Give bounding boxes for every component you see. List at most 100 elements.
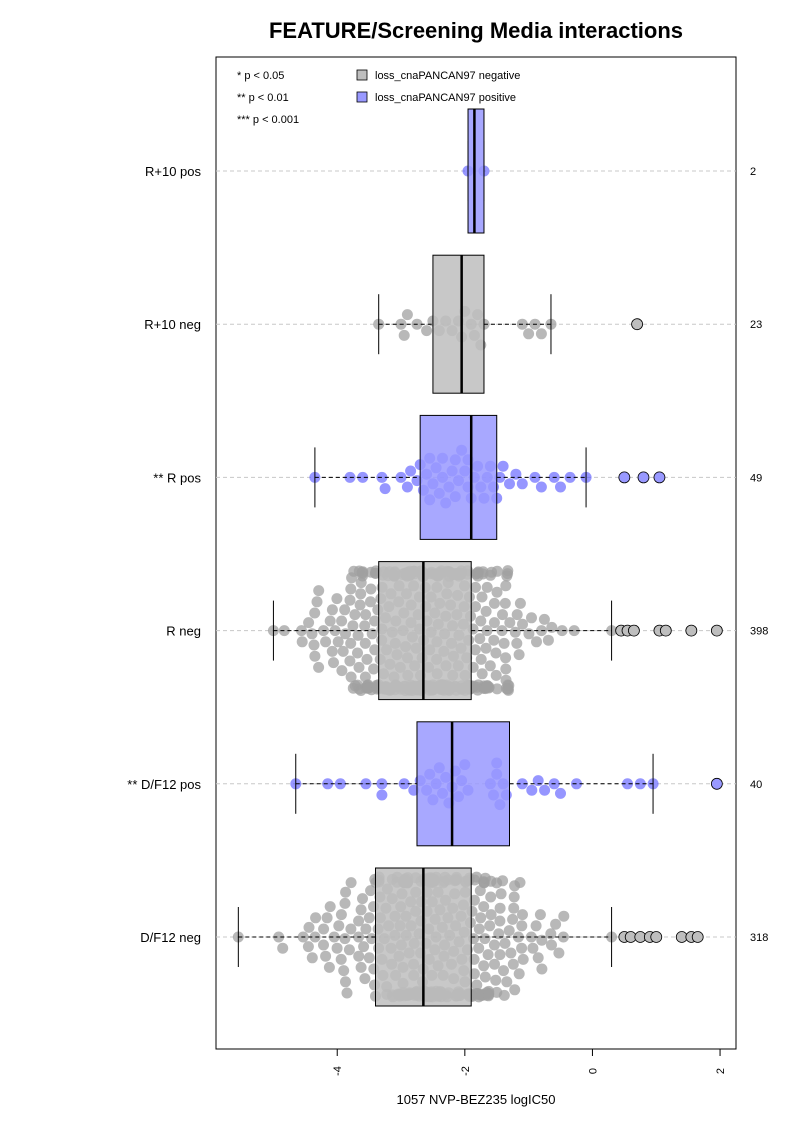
data-point — [525, 931, 537, 943]
data-point — [303, 921, 315, 933]
data-point — [360, 609, 372, 621]
data-point — [352, 647, 363, 659]
data-point — [345, 923, 357, 935]
data-point — [479, 933, 491, 945]
data-point — [379, 483, 391, 495]
data-point — [335, 909, 347, 921]
data-point — [542, 634, 554, 646]
data-point — [622, 778, 633, 790]
data-point — [401, 309, 413, 321]
data-point — [500, 663, 512, 675]
data-point — [503, 925, 515, 937]
data-point — [535, 481, 547, 493]
data-point — [556, 625, 568, 637]
data-point — [309, 931, 321, 943]
data-point — [510, 468, 522, 480]
data-point — [398, 329, 410, 341]
data-point — [340, 628, 351, 640]
data-point — [491, 586, 503, 598]
data-point — [366, 933, 378, 945]
data-point — [507, 913, 519, 925]
data-point — [502, 565, 514, 577]
x-tick-label: 2 — [715, 1068, 727, 1074]
data-point — [504, 617, 516, 629]
data-point — [357, 566, 369, 578]
legend-label-positive: loss_cnaPANCAN97 positive — [375, 92, 516, 104]
legend: loss_cnaPANCAN97 negative loss_cnaPANCAN… — [356, 69, 520, 104]
data-point — [509, 626, 521, 638]
data-point — [318, 939, 329, 951]
data-point — [474, 633, 486, 645]
data-point — [339, 933, 351, 945]
outlier-point — [618, 471, 631, 484]
legend-swatch-positive — [356, 91, 368, 103]
data-point — [336, 615, 348, 627]
data-point — [514, 877, 526, 888]
data-point — [490, 669, 502, 681]
group-label: ** D/F12 pos — [127, 777, 201, 792]
data-point — [523, 628, 535, 640]
data-point — [309, 607, 321, 619]
outlier-point — [691, 931, 704, 943]
data-point — [345, 583, 357, 595]
boxes — [237, 108, 723, 1007]
data-point — [352, 629, 364, 641]
sig-legend-item: *** p < 0.001 — [237, 114, 299, 126]
data-point — [475, 653, 487, 665]
data-point — [550, 918, 562, 930]
data-point — [357, 471, 369, 483]
data-point — [332, 636, 344, 648]
data-point — [553, 947, 565, 959]
legend-swatch-negative — [356, 69, 368, 81]
data-point — [534, 909, 546, 921]
data-point — [481, 581, 493, 593]
data-point — [277, 942, 289, 954]
data-point — [526, 612, 537, 624]
data-point — [517, 953, 529, 965]
data-point — [497, 460, 509, 472]
data-point — [318, 923, 330, 935]
data-point — [480, 642, 492, 654]
data-point — [545, 928, 557, 940]
data-point — [475, 912, 487, 924]
data-point — [329, 625, 341, 637]
data-point — [331, 942, 343, 954]
data-point — [555, 481, 566, 493]
data-point — [513, 968, 525, 980]
data-point — [345, 637, 357, 649]
data-point — [490, 974, 502, 986]
data-point — [511, 609, 523, 621]
data-point — [366, 628, 378, 640]
data-point — [473, 923, 485, 935]
data-point — [340, 886, 352, 898]
outlier-point — [637, 471, 650, 484]
data-point — [344, 655, 356, 667]
data-point — [401, 481, 413, 493]
data-point — [498, 637, 510, 649]
data-point — [507, 958, 519, 970]
data-point — [369, 615, 381, 627]
data-point — [546, 939, 557, 951]
data-point — [296, 636, 308, 648]
data-point — [478, 901, 490, 913]
outlier-point — [631, 318, 644, 331]
box — [432, 254, 485, 394]
group-label: ** R pos — [153, 470, 201, 485]
data-point — [499, 937, 511, 949]
significance-legend: * p < 0.05 ** p < 0.01 *** p < 0.001 — [237, 70, 299, 126]
data-point — [498, 989, 510, 1001]
box — [467, 108, 485, 234]
data-point — [530, 920, 542, 932]
data-point — [483, 988, 495, 999]
data-point — [517, 618, 528, 630]
data-point — [516, 478, 528, 490]
data-point — [523, 328, 535, 340]
count-label: 23 — [750, 319, 762, 331]
sig-legend-item: * p < 0.05 — [237, 70, 284, 82]
data-point — [376, 471, 388, 483]
data-point — [359, 620, 371, 632]
data-point — [328, 657, 339, 669]
count-label: 49 — [750, 472, 762, 484]
x-tick-label: 0 — [587, 1068, 599, 1074]
data-point — [478, 960, 490, 972]
